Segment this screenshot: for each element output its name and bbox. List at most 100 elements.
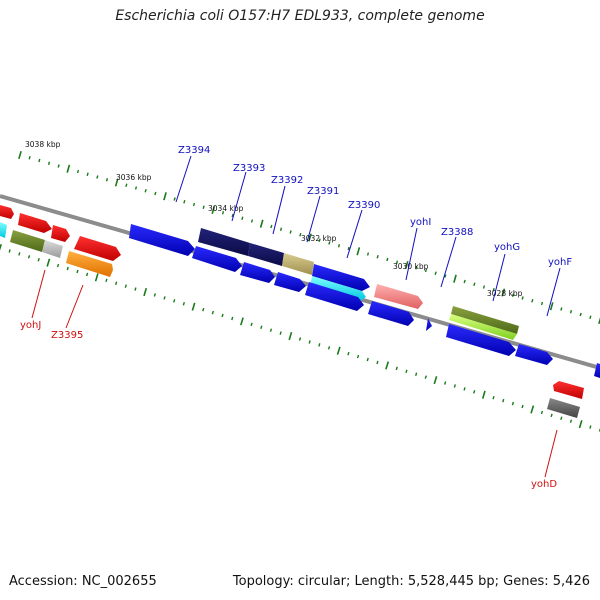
scale-tick	[279, 227, 283, 231]
gene-feature[interactable]	[240, 262, 275, 283]
gene-feature[interactable]	[129, 224, 195, 256]
scale-tick	[144, 189, 147, 193]
scale-tick	[18, 150, 22, 160]
gene-feature[interactable]	[449, 314, 517, 340]
scale-tick	[8, 249, 11, 253]
gene-label: yohD	[531, 479, 557, 490]
scale-label: 3034 kbp	[208, 204, 244, 213]
scale-tick	[453, 384, 456, 388]
scale-tick	[114, 178, 119, 187]
scale-tick	[336, 346, 341, 355]
gene-feature[interactable]	[312, 264, 370, 291]
scale-tick	[28, 156, 31, 160]
scale-tick	[366, 252, 370, 256]
scale-tick	[433, 376, 438, 385]
scale-tick	[288, 331, 293, 341]
gene-feature[interactable]	[426, 318, 432, 331]
scale-tick	[569, 310, 573, 314]
scale-tick	[289, 230, 292, 234]
forward-strand-row-1	[0, 205, 519, 340]
scale-tick	[231, 213, 234, 218]
gene-feature[interactable]	[66, 251, 113, 277]
scale-tick	[76, 169, 80, 174]
scale-tick	[444, 381, 447, 385]
scale-tick	[231, 316, 234, 321]
scale-label: 3036 kbp	[116, 173, 152, 182]
scale-label: 3030 kbp	[393, 262, 429, 271]
scale-tick	[405, 369, 408, 374]
scale-tick	[444, 274, 447, 278]
scale-tick	[386, 257, 389, 262]
scale-tick	[395, 366, 398, 371]
scale-tick	[0, 243, 2, 251]
gene-feature[interactable]	[515, 344, 553, 365]
gene-feature[interactable]	[310, 276, 366, 301]
gene-feature[interactable]	[282, 253, 314, 275]
gene-feature[interactable]	[10, 230, 45, 252]
gene-feature[interactable]	[553, 381, 584, 399]
scale-tick	[356, 247, 361, 256]
gene-feature[interactable]	[248, 243, 284, 266]
gene-feature[interactable]	[0, 205, 14, 219]
gene-feature[interactable]	[374, 284, 423, 309]
gene-label: Z3391	[307, 186, 339, 197]
scale-tick	[540, 301, 544, 306]
gene-feature[interactable]	[594, 363, 600, 378]
gene-feature[interactable]	[74, 236, 121, 261]
scale-tick	[395, 260, 399, 264]
outer-scale-ring	[18, 150, 600, 325]
gene-feature[interactable]	[547, 398, 580, 418]
gene-feature[interactable]	[198, 228, 250, 256]
gene-feature[interactable]	[0, 222, 7, 238]
scale-tick	[250, 219, 254, 223]
scale-tick	[531, 299, 534, 303]
gene-feature[interactable]	[446, 324, 516, 356]
label-leaders-forward	[175, 155, 561, 317]
gene-label: Z3395	[51, 330, 83, 341]
scale-tick	[153, 293, 156, 297]
scale-tick	[240, 317, 244, 326]
scale-tick	[560, 307, 563, 311]
scale-tick	[579, 312, 582, 317]
scale-tick	[57, 164, 60, 168]
gene-feature[interactable]	[274, 272, 306, 292]
scale-tick	[318, 343, 321, 347]
forward-strand-row-2	[192, 246, 600, 378]
scale-tick	[376, 255, 379, 259]
gene-label: Z3393	[233, 163, 265, 174]
topology-text: Topology: circular; Length: 5,528,445 bp…	[232, 574, 590, 589]
gene-feature[interactable]	[192, 246, 242, 272]
scale-tick	[173, 197, 176, 201]
scale-tick	[560, 416, 563, 421]
scale-tick	[482, 285, 486, 289]
gene-feature[interactable]	[451, 306, 519, 334]
scale-tick	[221, 211, 225, 215]
gene-feature[interactable]	[305, 282, 364, 311]
scale-tick	[308, 233, 312, 242]
scale-tick	[173, 299, 176, 303]
scale-tick	[270, 224, 273, 229]
scale-tick	[492, 395, 495, 400]
scale-tick	[192, 202, 196, 207]
scale-tick	[578, 420, 583, 429]
gene-feature[interactable]	[42, 240, 63, 258]
gene-feature[interactable]	[18, 213, 52, 233]
gene-feature[interactable]	[51, 225, 70, 242]
scale-tick	[85, 272, 89, 277]
gene-feature[interactable]	[368, 301, 414, 326]
scale-tick	[540, 410, 544, 415]
scale-tick	[279, 331, 282, 335]
gene-label: yohI	[410, 217, 431, 228]
scale-tick	[481, 390, 486, 399]
scale-tick	[366, 357, 369, 362]
scale-tick	[453, 274, 457, 283]
accession-text: Accession: NC_002655	[9, 574, 157, 589]
scale-tick	[76, 269, 79, 274]
scale-tick	[492, 288, 495, 292]
scale-tick	[269, 328, 273, 332]
scale-tick	[37, 257, 40, 262]
scale-tick	[550, 413, 553, 418]
gene-label: yohG	[494, 242, 520, 253]
scale-tick	[298, 337, 302, 341]
